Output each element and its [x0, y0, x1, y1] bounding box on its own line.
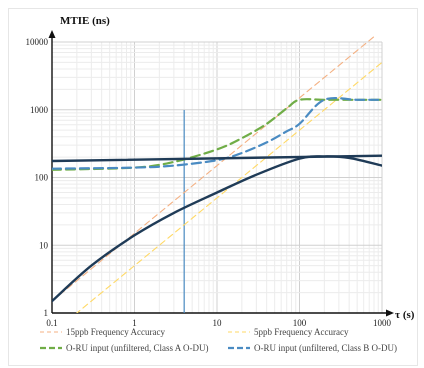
y-tick-label: 100 [35, 173, 49, 183]
series-group [52, 36, 382, 313]
series-line-3 [52, 98, 382, 171]
legend: 15ppb Frequency Accuracy 5ppb Frequency A… [40, 327, 397, 353]
x-tick-label: 10 [213, 318, 223, 328]
series-line-1 [52, 36, 376, 302]
legend-label: 15ppb Frequency Accuracy [66, 327, 165, 337]
x-tick-label: 100 [293, 318, 307, 328]
y-tick-label: 10000 [26, 37, 49, 47]
y-axis-label: MTIE (ns) [60, 15, 110, 27]
series-line-4 [52, 96, 382, 170]
y-tick-label: 1000 [30, 105, 49, 115]
y-axis-arrow [48, 30, 56, 38]
y-tick-label: 10 [39, 240, 49, 250]
series-line-6 [52, 154, 382, 163]
x-axis-arrow [386, 309, 394, 317]
x-axis-label: τ (s) [395, 309, 415, 321]
legend-label: O-RU input (unfiltered, Class B O-DU) [254, 343, 397, 353]
x-tick-label: 0.1 [46, 318, 57, 328]
series-line-2 [75, 61, 382, 313]
axes [48, 30, 394, 317]
grid [51, 41, 383, 314]
y-tick-label: 1 [44, 308, 49, 318]
x-tick-label: 1 [132, 318, 137, 328]
legend-label: O-RU input (unfiltered, Class A O-DU) [66, 343, 208, 353]
legend-label: 5ppb Frequency Accuracy [254, 327, 349, 337]
x-tick-label: 1000 [373, 318, 392, 328]
